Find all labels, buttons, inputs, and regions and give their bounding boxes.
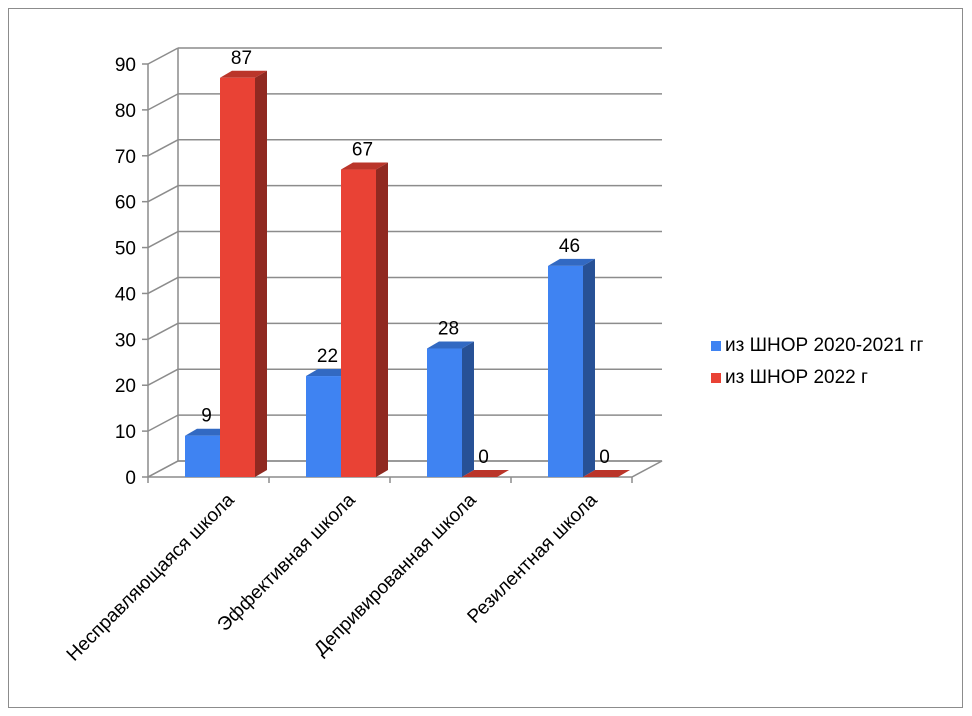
bar-top	[462, 470, 509, 477]
bar-side	[462, 341, 474, 477]
data-label: 9	[201, 406, 212, 427]
bar-top	[427, 341, 474, 349]
legend-label: из ШНОР 2022 г	[725, 367, 868, 388]
y-tick-label: 30	[115, 330, 136, 351]
data-label: 46	[559, 236, 580, 257]
y-tick-label: 90	[115, 55, 136, 76]
bar	[427, 348, 462, 477]
bar-side	[583, 258, 595, 477]
y-tick-label: 10	[115, 422, 136, 443]
bar	[341, 169, 376, 478]
y-tick-label: 20	[115, 376, 136, 397]
bar-top	[220, 70, 267, 78]
legend-swatch	[711, 341, 721, 351]
y-tick-label: 0	[125, 468, 136, 489]
gridline-side	[147, 185, 179, 203]
y-tick-label: 40	[115, 284, 136, 305]
data-label: 67	[352, 140, 373, 161]
gridline-side	[147, 47, 179, 65]
category-label: Резилентная школа	[464, 489, 602, 627]
gridline-side	[147, 322, 179, 340]
data-label: 0	[478, 447, 489, 468]
bar-top	[341, 162, 388, 170]
data-label: 22	[317, 346, 338, 367]
gridline-side	[147, 276, 179, 295]
legend-label: из ШНОР 2020-2021 гг	[725, 335, 924, 356]
data-label: 28	[438, 319, 459, 340]
gridline-side	[147, 230, 179, 249]
bar	[306, 376, 341, 477]
bar-side	[255, 70, 267, 478]
gridline-side	[147, 139, 179, 157]
bar-top	[548, 258, 595, 266]
category-label: Эффективная школа	[214, 489, 360, 635]
gridline-side	[147, 414, 179, 432]
bar-top	[583, 470, 630, 477]
bar	[220, 77, 255, 478]
gridline-side	[147, 368, 179, 386]
y-tick-label: 50	[115, 239, 136, 260]
y-tick-label: 80	[115, 101, 136, 122]
bar-side	[376, 162, 388, 478]
data-label: 0	[599, 447, 610, 468]
bar	[548, 265, 583, 477]
gridline-side	[147, 93, 179, 111]
y-tick-label: 60	[115, 193, 136, 214]
category-label: Несправляющаяся школа	[63, 489, 239, 665]
data-label: 87	[231, 48, 252, 69]
legend-swatch	[711, 373, 721, 383]
y-tick-label: 70	[115, 147, 136, 168]
chart-frame	[8, 8, 963, 708]
bar	[185, 435, 220, 477]
